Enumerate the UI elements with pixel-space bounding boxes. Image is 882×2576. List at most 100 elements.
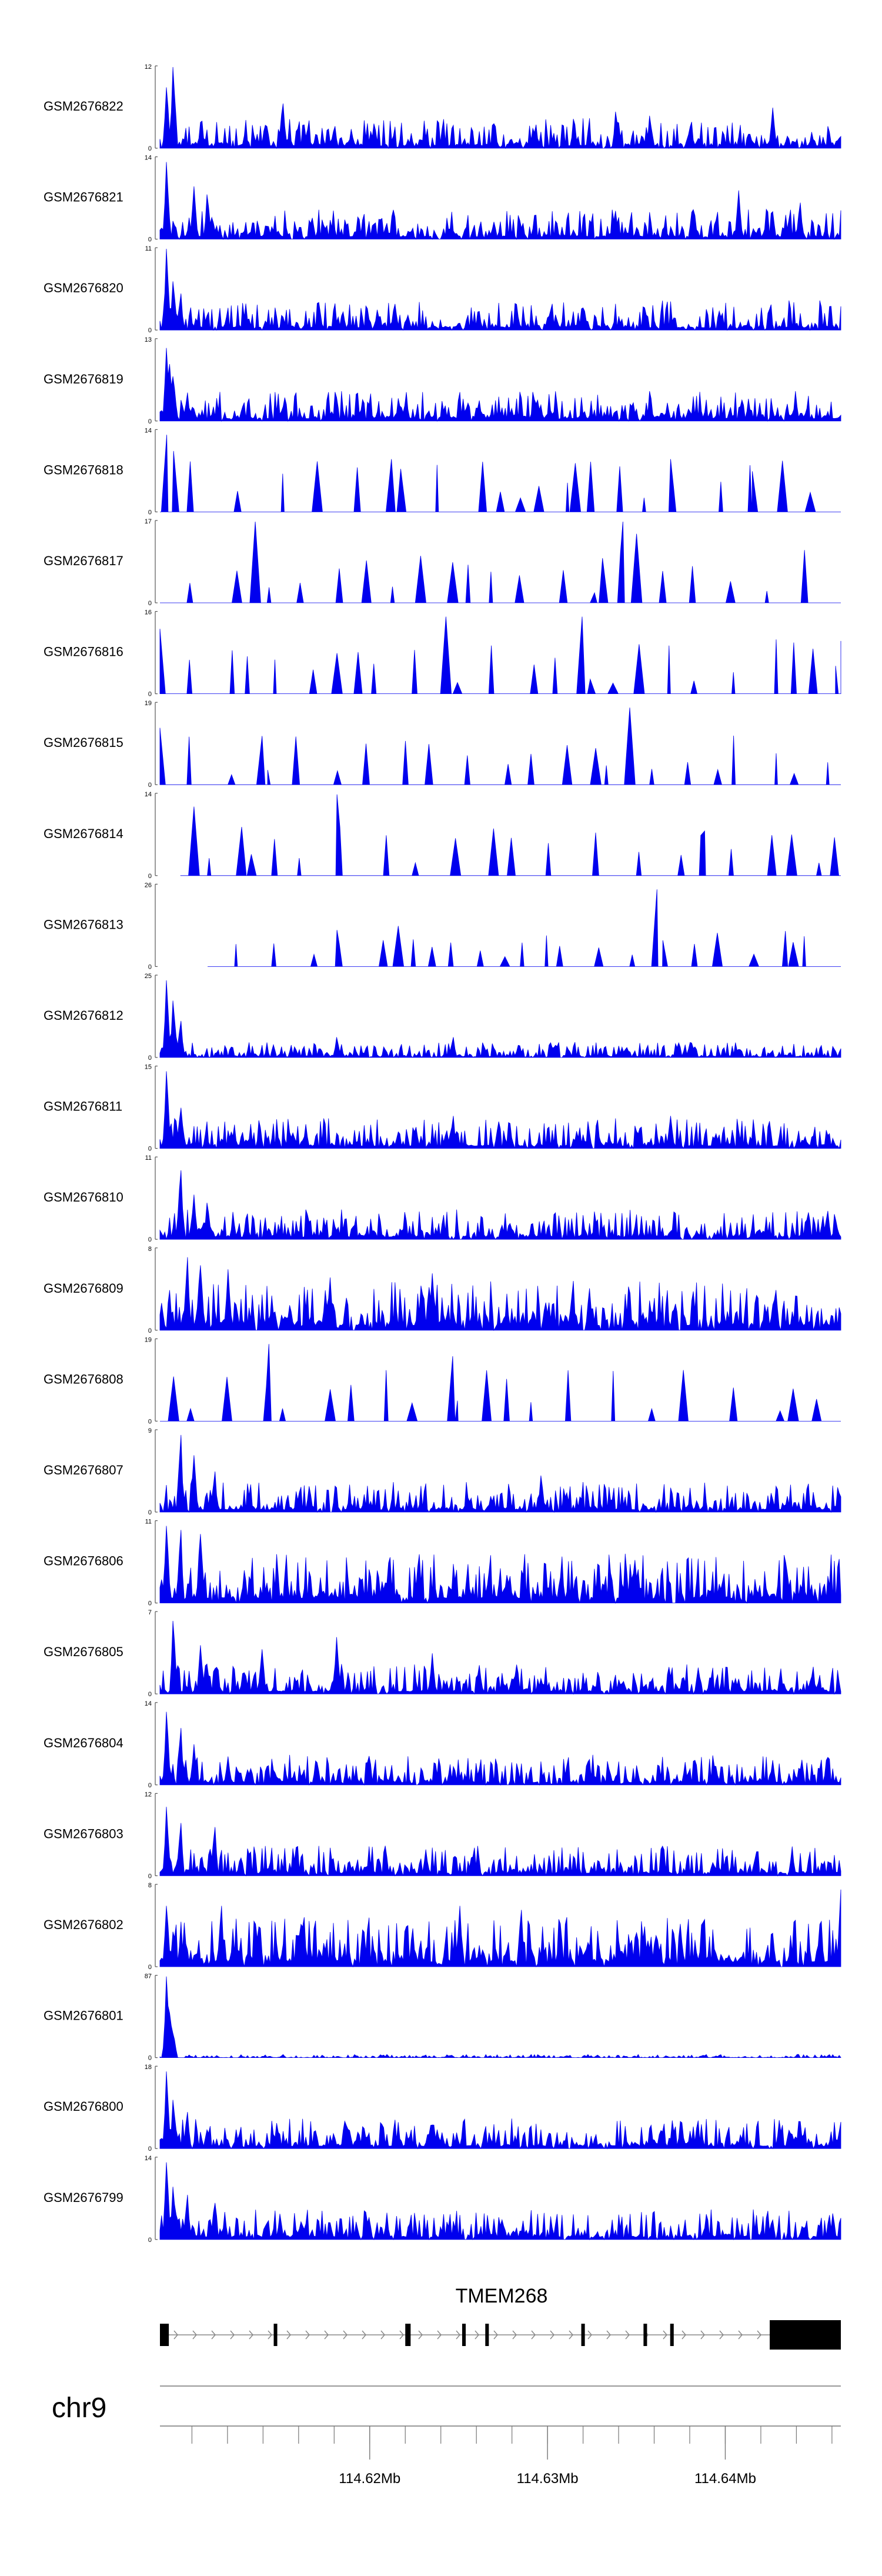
signal-area-GSM2676812	[159, 980, 841, 1059]
track-GSM2676807: GSM2676807 9 0	[44, 1427, 841, 1516]
track-GSM2676806: GSM2676806 11 0	[44, 1519, 841, 1607]
strand-arrow	[531, 2330, 536, 2340]
gene-exon	[462, 2324, 466, 2346]
strand-arrow	[286, 2330, 291, 2340]
y-axis-max-label: 15	[145, 1064, 152, 1071]
strand-arrow	[550, 2330, 554, 2340]
y-axis-max-label: 16	[145, 609, 152, 616]
strand-arrow	[663, 2330, 667, 2340]
signal-area-GSM2676811	[159, 1071, 841, 1150]
y-axis-max-label: 19	[145, 1336, 152, 1343]
signal-area-GSM2676799	[159, 2162, 841, 2241]
strand-arrow	[230, 2330, 235, 2340]
strand-arrow	[700, 2330, 705, 2340]
track-label: GSM2676820	[44, 281, 123, 295]
y-axis-min-label: 0	[148, 2145, 152, 2153]
y-axis-max-label: 26	[145, 882, 152, 889]
y-axis-max-label: 19	[145, 700, 152, 707]
y-axis-max-label: 12	[145, 1791, 152, 1798]
strand-arrow	[324, 2330, 329, 2340]
track-GSM2676813: GSM2676813 26 0	[44, 882, 841, 970]
y-axis-max-label: 8	[148, 1246, 152, 1253]
track-GSM2676801: GSM2676801 87 0	[44, 1973, 841, 2062]
track-GSM2676812: GSM2676812 25 0	[44, 973, 841, 1062]
y-axis-min-label: 0	[148, 1055, 152, 1062]
gene-exon	[770, 2320, 841, 2350]
y-axis-min-label: 0	[148, 1236, 152, 1243]
track-label: GSM2676808	[44, 1372, 123, 1386]
y-axis-max-label: 11	[145, 1154, 152, 1162]
y-axis-min-label: 0	[148, 1418, 152, 1425]
gene-model	[160, 2320, 841, 2350]
track-label: GSM2676819	[44, 372, 123, 386]
y-axis-min-label: 0	[148, 2055, 152, 2062]
strand-arrow	[380, 2330, 385, 2340]
y-axis-max-label: 11	[145, 1519, 152, 1526]
y-axis-min-label: 0	[148, 873, 152, 880]
track-label: GSM2676816	[44, 645, 123, 659]
y-axis-min-label: 0	[148, 327, 152, 334]
signal-area-GSM2676809	[159, 1257, 841, 1332]
track-label: GSM2676818	[44, 462, 123, 477]
gene-exon	[581, 2324, 585, 2346]
strand-arrow	[475, 2330, 479, 2340]
gene-exon	[160, 2324, 169, 2346]
gene-exon	[273, 2324, 278, 2346]
y-axis-max-label: 11	[145, 245, 152, 252]
signal-area-GSM2676801	[159, 1976, 841, 2058]
gene-track: TMEM268	[160, 2285, 841, 2350]
genome-axis: chr9 114.62Mb 114.63Mb 114.64Mb	[52, 2385, 841, 2487]
track-label: GSM2676801	[44, 2008, 123, 2023]
y-axis-min-label: 0	[148, 1146, 152, 1153]
strand-arrow	[512, 2330, 517, 2340]
y-axis-min-label: 0	[148, 2237, 152, 2244]
y-axis-min-label: 0	[148, 1964, 152, 1971]
gene-exon	[643, 2324, 647, 2346]
strand-arrow	[418, 2330, 423, 2340]
strand-arrow	[192, 2330, 197, 2340]
track-label: GSM2676809	[44, 1281, 123, 1296]
track-GSM2676821: GSM2676821 14 0	[44, 155, 841, 243]
track-label: GSM2676800	[44, 2099, 123, 2114]
y-axis-max-label: 14	[145, 2155, 152, 2162]
signal-area-GSM2676816	[159, 616, 841, 694]
track-label: GSM2676806	[44, 1554, 123, 1569]
track-label: GSM2676802	[44, 1917, 123, 1932]
track-GSM2676802: GSM2676802 8 0	[44, 1882, 841, 1971]
strand-arrow	[625, 2330, 630, 2340]
track-GSM2676818: GSM2676818 14 0	[44, 427, 841, 516]
y-axis-min-label: 0	[148, 963, 152, 970]
track-label: GSM2676807	[44, 1463, 123, 1477]
track-GSM2676803: GSM2676803 12 0	[44, 1791, 841, 1880]
track-GSM2676822: GSM2676822 12 0	[44, 64, 841, 152]
signal-area-GSM2676808	[160, 1344, 841, 1422]
y-axis-max-label: 7	[148, 1609, 152, 1616]
strand-arrow	[757, 2330, 761, 2340]
y-axis-max-label: 9	[148, 1427, 152, 1434]
strand-arrow	[173, 2330, 178, 2340]
gene-exon	[405, 2324, 411, 2346]
y-axis-max-label: 87	[145, 1973, 152, 1980]
signal-area-GSM2676820	[159, 249, 841, 331]
track-GSM2676805: GSM2676805 7 0	[44, 1609, 841, 1698]
strand-arrow	[493, 2330, 498, 2340]
signal-area-GSM2676813	[208, 889, 841, 967]
strand-arrow	[587, 2330, 592, 2340]
track-GSM2676811: GSM2676811 15 0	[44, 1064, 841, 1153]
track-label: GSM2676817	[44, 553, 123, 568]
track-label: GSM2676803	[44, 1826, 123, 1841]
track-label: GSM2676812	[44, 1008, 123, 1023]
track-GSM2676809: GSM2676809 8 0	[44, 1246, 841, 1334]
y-axis-max-label: 17	[145, 518, 152, 525]
signal-area-GSM2676807	[159, 1434, 841, 1513]
track-GSM2676804: GSM2676804 14 0	[44, 1700, 841, 1789]
track-GSM2676799: GSM2676799 14 0	[44, 2155, 841, 2244]
strand-arrow	[681, 2330, 686, 2340]
y-axis-min-label: 0	[148, 1691, 152, 1698]
strand-arrow	[738, 2330, 743, 2340]
track-label: GSM2676815	[44, 735, 123, 750]
track-GSM2676817: GSM2676817 17 0	[44, 518, 841, 607]
strand-arrow	[719, 2330, 724, 2340]
signal-area-GSM2676810	[159, 1170, 841, 1240]
